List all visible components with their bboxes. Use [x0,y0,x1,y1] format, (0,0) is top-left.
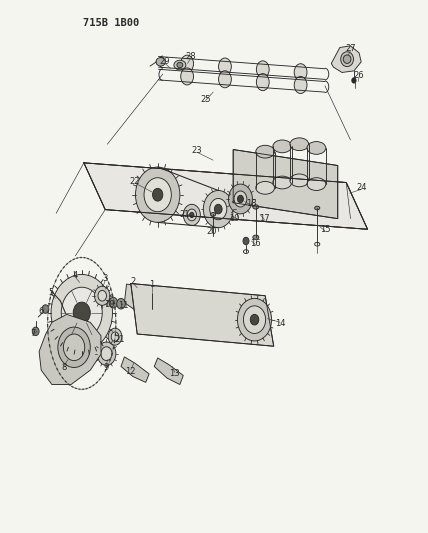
Ellipse shape [273,176,291,189]
Circle shape [95,286,110,305]
Ellipse shape [307,177,326,190]
Text: 25: 25 [200,94,211,103]
Ellipse shape [219,58,232,75]
Ellipse shape [315,206,320,210]
Text: 17: 17 [259,214,270,223]
Polygon shape [154,358,183,384]
Circle shape [117,298,125,309]
Text: 5: 5 [48,287,54,296]
Ellipse shape [294,76,307,93]
Circle shape [108,328,122,345]
Circle shape [183,204,200,225]
Text: 26: 26 [354,70,364,79]
Ellipse shape [150,290,154,294]
Circle shape [243,237,249,245]
Text: 13: 13 [169,369,180,378]
Text: 9: 9 [104,363,109,372]
Circle shape [234,191,247,207]
Circle shape [352,78,356,83]
Circle shape [101,347,112,361]
Text: 715B 1B00: 715B 1B00 [83,18,140,28]
Text: 27: 27 [345,44,356,53]
Ellipse shape [307,142,326,155]
Text: 19: 19 [229,214,240,223]
Ellipse shape [290,174,309,187]
Text: 15: 15 [320,225,330,234]
Ellipse shape [156,58,165,66]
Ellipse shape [253,205,259,209]
Ellipse shape [256,146,275,158]
Polygon shape [233,150,338,219]
Text: 29: 29 [160,58,170,66]
Text: 7: 7 [30,329,36,338]
Circle shape [203,190,233,228]
Text: 18: 18 [246,199,257,208]
Circle shape [63,334,85,361]
Circle shape [238,195,244,203]
Text: 21: 21 [180,211,190,220]
Text: 28: 28 [185,52,196,61]
Circle shape [244,306,266,334]
Circle shape [61,287,102,338]
Circle shape [210,198,227,220]
Polygon shape [131,284,274,346]
Ellipse shape [181,55,193,72]
Ellipse shape [253,235,259,239]
Ellipse shape [256,74,269,91]
Ellipse shape [256,61,269,78]
Circle shape [238,298,272,341]
Ellipse shape [211,213,216,216]
Text: 4: 4 [73,271,78,280]
Circle shape [32,327,39,336]
Circle shape [111,332,119,342]
Circle shape [187,209,196,221]
Circle shape [58,327,90,368]
Circle shape [73,302,90,324]
Polygon shape [39,314,101,384]
Ellipse shape [174,60,186,70]
Text: 23: 23 [192,146,202,155]
Text: 14: 14 [275,319,285,328]
Text: 11: 11 [118,301,128,310]
Polygon shape [84,163,368,229]
Text: 21: 21 [114,335,125,344]
Ellipse shape [294,64,307,80]
Circle shape [190,212,194,217]
Text: 2: 2 [130,277,136,286]
Ellipse shape [341,52,354,67]
Circle shape [144,177,171,212]
Circle shape [97,342,116,366]
Text: 1: 1 [149,280,155,289]
Polygon shape [331,46,361,72]
Text: 24: 24 [356,183,366,192]
Ellipse shape [181,68,193,85]
Circle shape [250,314,259,325]
Text: 22: 22 [130,177,140,186]
Ellipse shape [343,55,351,63]
Text: 10: 10 [104,300,115,309]
Ellipse shape [177,62,183,68]
Circle shape [214,204,222,214]
Ellipse shape [273,140,291,153]
Circle shape [109,297,118,308]
Text: 8: 8 [61,363,66,372]
Circle shape [229,184,253,214]
Polygon shape [121,357,149,382]
Ellipse shape [256,181,275,194]
Circle shape [51,274,113,351]
Ellipse shape [219,71,232,88]
Ellipse shape [290,138,309,151]
Circle shape [42,305,49,313]
Circle shape [136,167,180,222]
Circle shape [152,188,163,201]
Polygon shape [125,284,152,310]
Text: 3: 3 [103,274,108,283]
Text: 16: 16 [250,239,261,248]
Text: 6: 6 [39,307,44,316]
Text: 20: 20 [207,228,217,237]
Text: 12: 12 [125,367,136,376]
Circle shape [98,290,107,301]
